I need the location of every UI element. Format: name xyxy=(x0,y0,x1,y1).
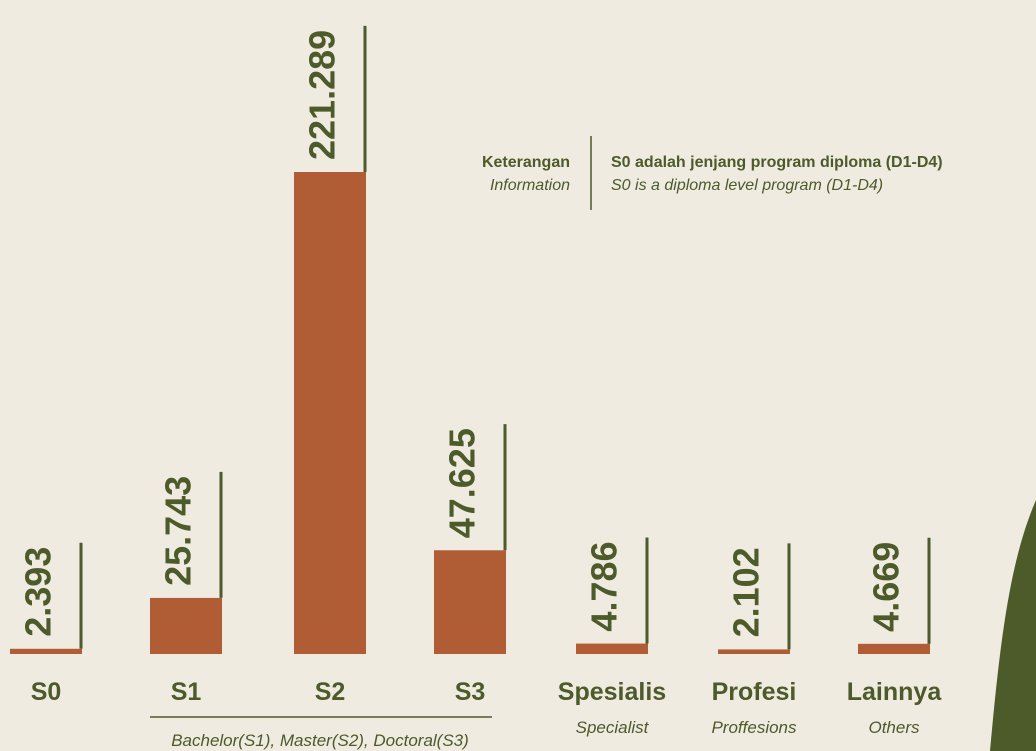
value-label: 2.393 xyxy=(18,547,59,637)
category-subtitle: Specialist xyxy=(576,718,650,737)
category-label: S1 xyxy=(171,678,202,706)
category-label: Profesi xyxy=(712,678,797,706)
value-label: 47.625 xyxy=(442,428,483,538)
bar xyxy=(576,643,648,654)
category-label: S2 xyxy=(315,678,346,706)
bar xyxy=(718,649,790,654)
legend-text-translation: S0 is a diploma level program (D1-D4) xyxy=(611,177,883,194)
value-label: 25.743 xyxy=(158,476,199,586)
category-label: S3 xyxy=(455,678,486,706)
value-label: 4.786 xyxy=(584,541,625,631)
legend-text: S0 adalah jenjang program diploma (D1-D4… xyxy=(611,154,943,171)
bar xyxy=(10,648,82,654)
legend-title-translation: Information xyxy=(490,177,570,194)
value-label: 4.669 xyxy=(866,542,907,632)
bar xyxy=(434,550,506,654)
category-label: S0 xyxy=(31,678,62,706)
decor-shape xyxy=(990,500,1036,751)
group-label: Bachelor(S1), Master(S2), Doctoral(S3) xyxy=(171,731,469,750)
bar xyxy=(150,597,222,654)
value-label: 2.102 xyxy=(726,547,767,637)
value-label: 221.289 xyxy=(302,30,343,160)
category-subtitle: Proffesions xyxy=(711,718,797,737)
category-label: Spesialis xyxy=(558,678,666,706)
bar xyxy=(858,643,930,654)
category-subtitle: Others xyxy=(868,718,920,737)
legend-title: Keterangan xyxy=(482,154,570,171)
bar xyxy=(294,172,366,654)
category-label: Lainnya xyxy=(847,678,943,706)
